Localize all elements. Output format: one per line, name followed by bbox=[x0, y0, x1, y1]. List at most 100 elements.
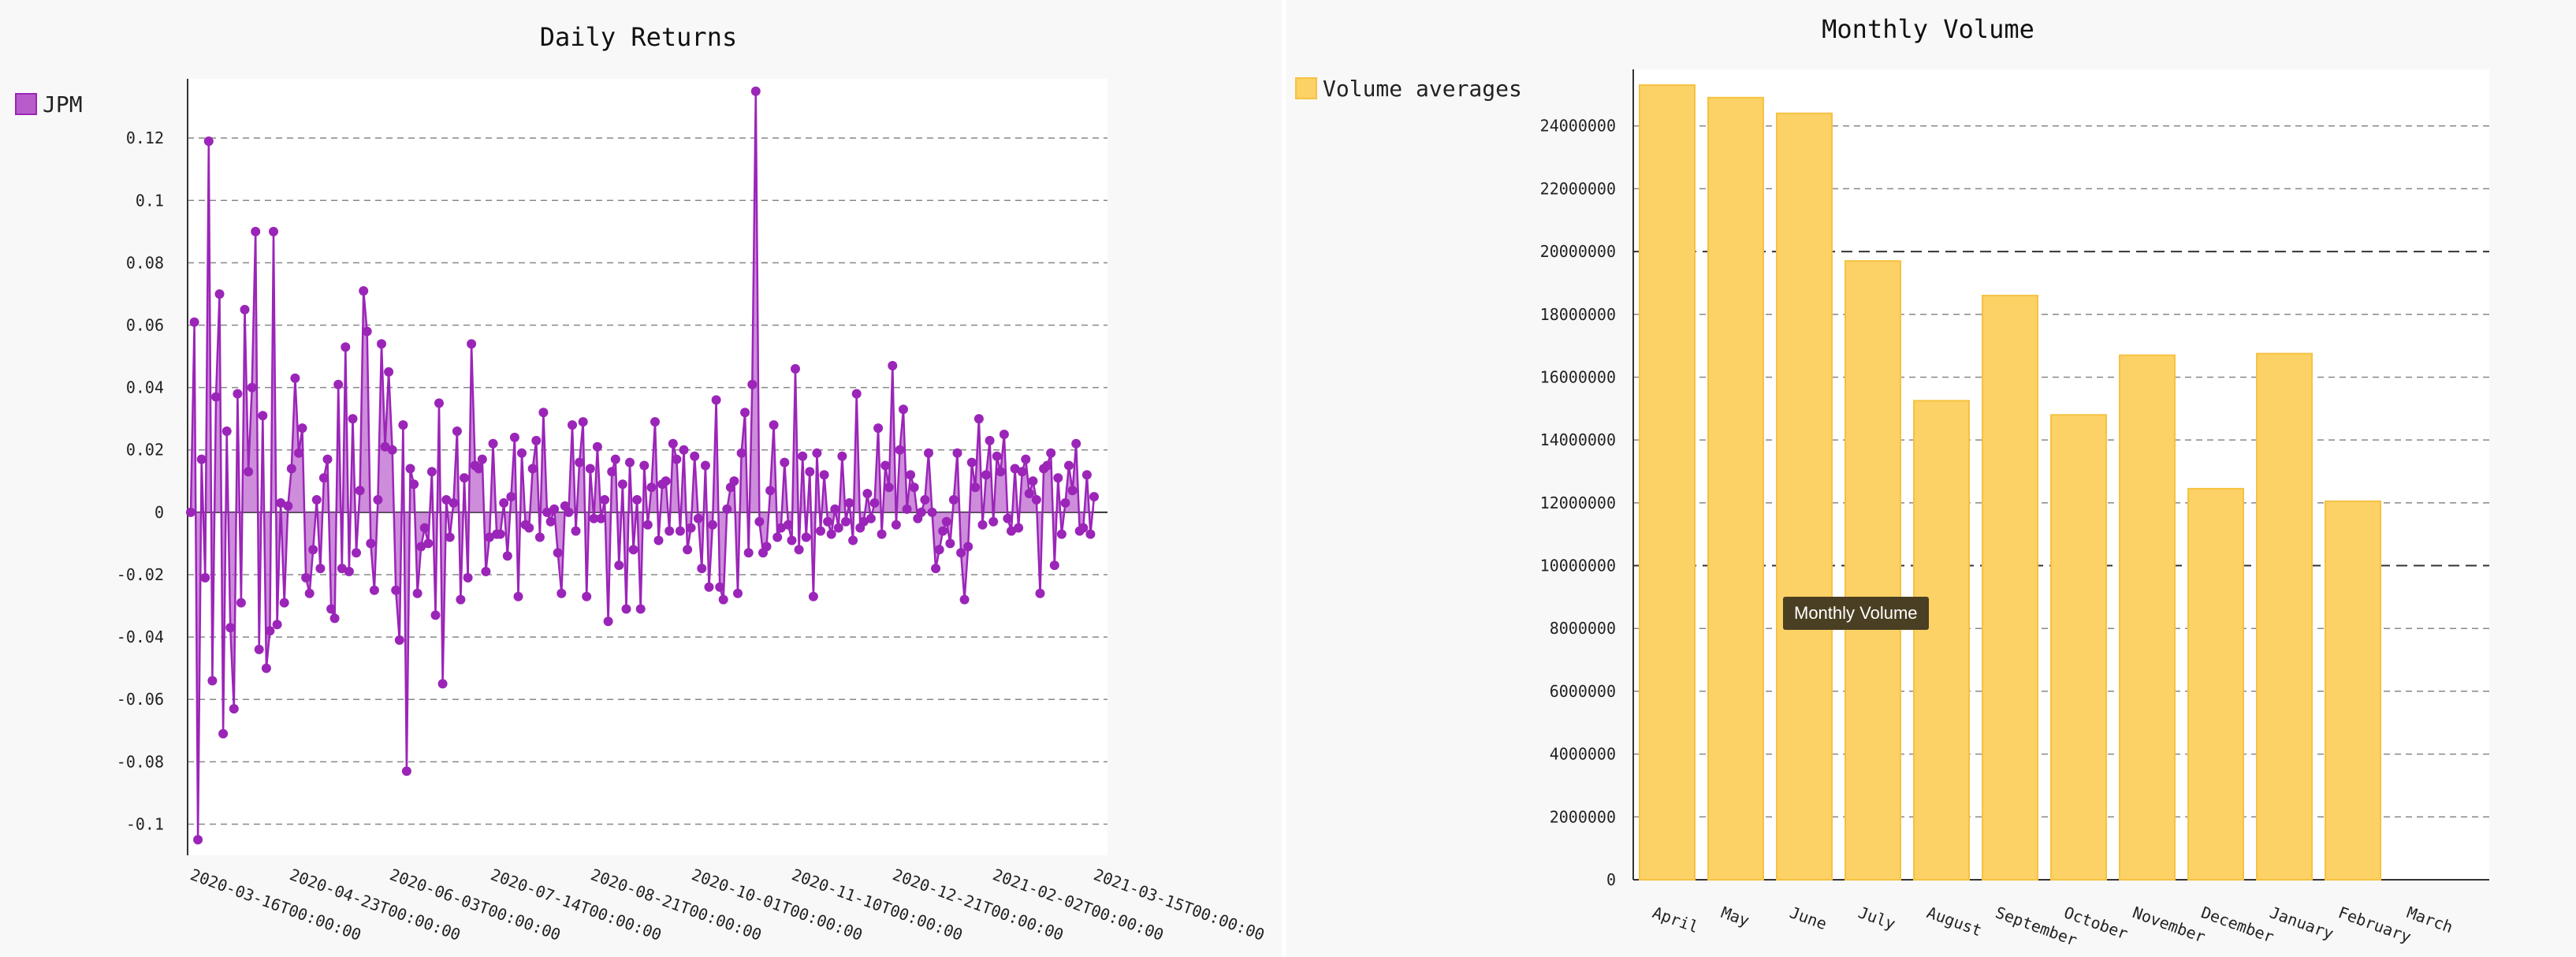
data-point bbox=[603, 616, 613, 627]
data-point bbox=[600, 495, 610, 505]
data-point bbox=[207, 676, 218, 686]
x-tick-label: 2020-04-23T00:00:00 bbox=[287, 865, 463, 944]
data-point bbox=[301, 572, 311, 583]
y-tick-label: 18000000 bbox=[1540, 305, 1616, 324]
bar-april bbox=[1639, 84, 1696, 881]
data-point bbox=[1071, 438, 1081, 449]
data-point bbox=[988, 516, 999, 527]
data-point bbox=[286, 464, 296, 474]
data-point bbox=[430, 610, 441, 620]
data-point bbox=[880, 460, 891, 471]
y-tick-label: -0.1 bbox=[126, 814, 164, 833]
data-point bbox=[1089, 492, 1099, 502]
data-point bbox=[1035, 588, 1045, 598]
data-point bbox=[750, 86, 761, 96]
data-point bbox=[690, 451, 700, 461]
y-tick-label: 0.08 bbox=[126, 253, 164, 272]
data-point bbox=[617, 479, 627, 490]
data-point bbox=[189, 317, 199, 327]
data-point bbox=[437, 679, 448, 689]
data-point bbox=[585, 464, 595, 474]
data-point bbox=[906, 470, 916, 480]
data-point bbox=[686, 523, 696, 533]
data-point bbox=[1024, 489, 1034, 499]
data-point bbox=[502, 551, 512, 561]
data-point bbox=[244, 467, 254, 477]
chart-title: Monthly Volume bbox=[1822, 14, 2034, 44]
data-point bbox=[265, 626, 275, 636]
data-point bbox=[664, 526, 675, 536]
data-point bbox=[956, 548, 966, 558]
data-point bbox=[632, 495, 642, 505]
data-point bbox=[380, 441, 390, 452]
data-point bbox=[348, 414, 358, 424]
data-point bbox=[711, 395, 721, 405]
data-point bbox=[419, 523, 430, 533]
bar-may bbox=[1707, 96, 1764, 881]
bar-january bbox=[2256, 352, 2313, 881]
data-point bbox=[1046, 448, 1056, 458]
data-point bbox=[304, 588, 315, 598]
data-point bbox=[877, 529, 887, 539]
data-point bbox=[693, 513, 703, 523]
data-point bbox=[1060, 498, 1070, 508]
y-tick-label: -0.06 bbox=[117, 690, 164, 709]
data-point bbox=[596, 513, 606, 523]
data-point bbox=[931, 564, 941, 574]
data-point bbox=[225, 623, 236, 633]
data-point bbox=[924, 448, 933, 458]
data-point bbox=[639, 460, 650, 471]
data-point bbox=[819, 470, 829, 480]
data-point bbox=[1078, 523, 1089, 533]
data-point bbox=[941, 516, 951, 527]
data-point bbox=[642, 519, 653, 530]
data-point bbox=[787, 535, 797, 546]
data-point bbox=[783, 519, 793, 530]
data-point bbox=[812, 448, 822, 458]
data-point bbox=[791, 363, 800, 374]
data-point bbox=[679, 445, 689, 455]
x-tick-label: 2020-12-21T00:00:00 bbox=[890, 865, 1066, 944]
bar-august bbox=[1913, 400, 1970, 881]
data-point bbox=[899, 404, 908, 415]
data-point bbox=[729, 476, 739, 486]
bar-december bbox=[2187, 487, 2244, 881]
data-point bbox=[283, 501, 293, 511]
data-point bbox=[628, 545, 638, 555]
data-point bbox=[467, 339, 477, 349]
data-point bbox=[445, 532, 455, 542]
data-point bbox=[218, 728, 229, 739]
data-point bbox=[858, 516, 869, 527]
data-point bbox=[481, 567, 491, 576]
data-point bbox=[391, 585, 401, 595]
data-point bbox=[477, 454, 487, 464]
data-point bbox=[269, 226, 278, 236]
data-point bbox=[816, 526, 825, 536]
data-point bbox=[938, 526, 948, 536]
y-tick-label: 12000000 bbox=[1540, 493, 1616, 512]
data-point bbox=[1067, 486, 1078, 496]
data-point bbox=[214, 289, 225, 299]
data-point bbox=[513, 591, 523, 601]
data-point bbox=[761, 542, 772, 552]
data-point bbox=[290, 373, 300, 383]
legend-swatch-volume bbox=[1295, 77, 1317, 99]
data-point bbox=[568, 420, 577, 430]
data-point bbox=[862, 489, 873, 499]
data-point bbox=[355, 486, 365, 496]
data-point bbox=[416, 542, 426, 552]
data-point bbox=[934, 545, 944, 555]
y-tick-label: 0.06 bbox=[126, 316, 164, 335]
data-point bbox=[297, 423, 307, 434]
data-point bbox=[916, 507, 926, 517]
data-point bbox=[963, 542, 973, 552]
data-point bbox=[405, 464, 415, 474]
data-point bbox=[841, 516, 851, 527]
data-point bbox=[909, 482, 919, 493]
data-point bbox=[423, 538, 434, 549]
bar-june bbox=[1776, 112, 1833, 881]
data-point bbox=[675, 526, 685, 536]
data-point bbox=[474, 464, 484, 474]
chart-title: Daily Returns bbox=[540, 22, 737, 52]
data-point bbox=[697, 564, 707, 574]
